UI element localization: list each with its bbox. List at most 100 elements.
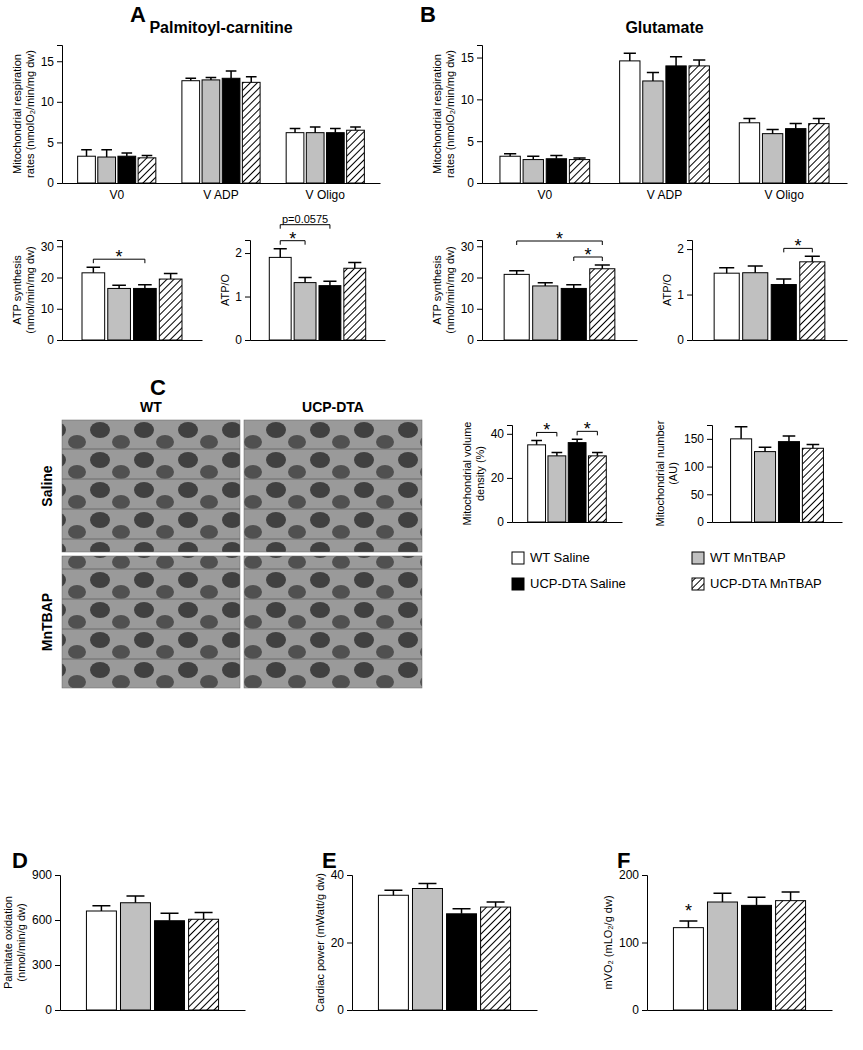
axis-line — [713, 522, 843, 523]
error-bar — [552, 453, 563, 456]
bar — [739, 123, 759, 183]
plot-area — [504, 265, 615, 340]
tick-mark — [642, 1010, 647, 1011]
legend-label: WT MnTBAP — [710, 550, 786, 565]
panel-label: F — [617, 848, 630, 873]
tick-mark — [687, 340, 692, 341]
bar — [731, 439, 752, 522]
legend-swatch — [692, 552, 704, 564]
error-bar — [323, 281, 336, 285]
tick: 2 — [235, 246, 250, 260]
chart: 012ATP/O* — [661, 236, 848, 347]
bar — [802, 448, 823, 522]
significance-label: * — [585, 245, 592, 265]
tick-label: 100 — [684, 460, 704, 474]
tick-mark — [477, 278, 482, 279]
bar — [590, 269, 615, 340]
tick-mark — [245, 340, 250, 341]
error-bar — [418, 883, 436, 888]
tick-mark — [55, 1010, 60, 1011]
significance-label: * — [289, 229, 296, 249]
tick-mark — [642, 943, 647, 944]
tick-label: 0 — [467, 333, 474, 347]
error-bar — [206, 77, 217, 79]
tick-mark — [347, 1010, 352, 1011]
bar — [742, 905, 772, 1010]
bar — [378, 895, 408, 1010]
bar — [673, 928, 703, 1010]
tick-mark — [707, 467, 712, 468]
tick-mark — [477, 309, 482, 310]
tick-mark — [57, 309, 62, 310]
tick: 40 — [491, 427, 512, 441]
significance-label: * — [795, 236, 802, 256]
axis-line — [55, 876, 61, 1011]
bar — [481, 907, 511, 1010]
category-tick: V ADP — [203, 188, 238, 202]
error-bar — [748, 266, 763, 273]
tick-mark — [57, 102, 62, 103]
tick-label: 0 — [497, 515, 504, 529]
bar — [294, 283, 316, 340]
tick-label: 50 — [691, 488, 705, 502]
bar — [771, 285, 796, 340]
chart: 050100150Mitochondrial number(AU) — [654, 420, 843, 529]
y-axis: 0300600900 — [32, 868, 61, 1017]
bar — [286, 133, 304, 183]
tick-mark — [55, 965, 60, 966]
error-bar — [531, 440, 542, 444]
bar — [569, 160, 589, 183]
bar — [786, 129, 806, 183]
error-bar — [748, 897, 766, 905]
legend-item: WT MnTBAP — [692, 550, 786, 565]
x-axis — [63, 340, 203, 341]
error-bar — [783, 436, 796, 442]
axis-line — [347, 876, 353, 1011]
bar — [714, 273, 739, 340]
axis-line — [245, 241, 251, 341]
error-bar — [487, 902, 505, 907]
tick-mark — [707, 522, 712, 523]
error-bar — [226, 71, 237, 78]
tick-label: 20 — [41, 271, 55, 285]
chart: 02040Mitochondrial volumedensity (%)** — [461, 419, 623, 529]
bar — [755, 452, 776, 522]
tick-mark — [57, 278, 62, 279]
legend-label: UCP-DTA Saline — [530, 576, 626, 591]
bar — [776, 901, 806, 1010]
tick-label: 0 — [677, 333, 684, 347]
legend-item: UCP-DTA Saline — [512, 576, 626, 591]
error-bar — [87, 267, 101, 273]
bar — [86, 911, 116, 1010]
axis-title: ATP synthesis(nmol/min/mg dw) — [431, 246, 456, 333]
bar — [182, 81, 200, 183]
error-bar — [161, 913, 179, 921]
axis-title: ATP/O — [219, 273, 231, 306]
axis-line — [648, 1010, 833, 1011]
tick-mark — [642, 875, 647, 876]
plot-area — [500, 53, 829, 183]
tick-mark — [687, 295, 692, 296]
x-axis: V0V ADPV Oligo — [63, 184, 381, 203]
tick-mark — [347, 875, 352, 876]
error-bar — [572, 439, 583, 442]
tick: 0 — [47, 333, 62, 347]
bar — [588, 456, 606, 522]
tick: 1 — [235, 290, 250, 304]
tick: 50 — [691, 488, 712, 502]
error-bar — [112, 285, 126, 288]
micrograph-row-label: Saline — [39, 465, 55, 506]
category-label: V Oligo — [306, 188, 346, 202]
tick-label: 20 — [461, 271, 475, 285]
chart: 051015V0V ADPV OligoMitochondrial respir… — [11, 19, 381, 202]
error-bar — [509, 271, 524, 275]
tick-label: 30 — [461, 240, 475, 254]
axis-line — [63, 340, 203, 341]
y-axis: 02040 — [331, 868, 353, 1017]
micrograph-row-label: MnTBAP — [39, 593, 55, 651]
significance-label: * — [556, 229, 563, 249]
bar — [108, 288, 131, 340]
error-bar — [759, 447, 772, 451]
tick: 0 — [497, 515, 512, 529]
chart: 02040Cardiac power (mWatt/g dw) — [314, 868, 538, 1017]
